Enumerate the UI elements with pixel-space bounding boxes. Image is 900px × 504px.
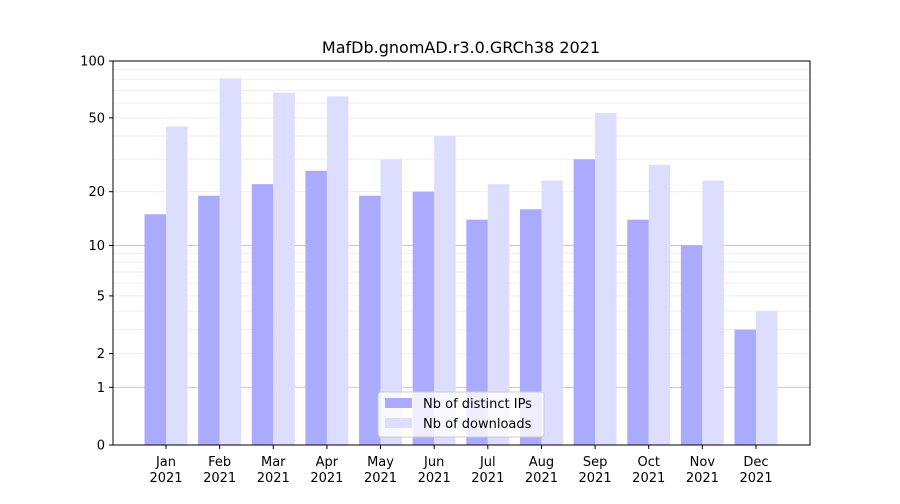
bar-distinct-ips: [680, 245, 703, 445]
bar-distinct-ips: [144, 214, 166, 445]
legend-label: Nb of distinct IPs: [423, 397, 532, 412]
x-tick-label: Feb 2021: [203, 455, 236, 486]
bar-downloads: [219, 78, 242, 446]
legend-label: Nb of downloads: [423, 417, 532, 432]
bar-distinct-ips: [573, 159, 596, 445]
bar-downloads: [648, 164, 671, 445]
legend-box: [377, 391, 545, 438]
bar-downloads: [434, 136, 456, 445]
bar-distinct-ips: [627, 219, 649, 445]
x-axis: Jan 2021 Feb 2021 Mar 2021 Apr 2021 May 2021 Jun 20…: [149, 445, 773, 486]
x-tick-label: Jul 2021: [471, 455, 504, 486]
y-tick-label: 2: [97, 347, 105, 362]
x-tick-label: Mar 2021: [257, 455, 290, 486]
x-tick-label: Oct 2021: [632, 455, 665, 486]
chart-title: MafDb.gnomAD.r3.0.GRCh38 2021: [322, 38, 600, 57]
bar-downloads: [487, 184, 510, 446]
x-tick-label: Nov 2021: [686, 455, 719, 486]
y-tick-label: 100: [80, 55, 105, 70]
bar-downloads: [380, 159, 403, 445]
bar-downloads: [273, 92, 295, 445]
y-tick-label: 50: [88, 111, 105, 126]
bar-downloads: [595, 113, 617, 445]
x-tick-label: Dec 2021: [739, 455, 772, 486]
y-tick-label: 0: [97, 439, 105, 454]
y-tick-label: 10: [88, 239, 105, 254]
bar-distinct-ips: [198, 195, 220, 445]
bar-distinct-ips: [305, 170, 327, 445]
bar-distinct-ips: [251, 184, 274, 446]
plot-frame: [112, 60, 811, 446]
bar-downloads: [702, 180, 724, 445]
y-axis: 0 1 2 5 10 20 50 100: [80, 55, 113, 454]
legend: Nb of distinct IPs Nb of downloads: [377, 391, 545, 438]
legend-swatch: [385, 398, 412, 408]
bars: [144, 78, 778, 446]
legend-swatch: [385, 418, 412, 428]
y-tick-label: 20: [88, 185, 105, 200]
x-tick-label: Apr 2021: [310, 455, 343, 486]
bar-distinct-ips: [359, 195, 381, 445]
x-tick-label: Jan 2021: [149, 455, 182, 486]
bar-distinct-ips: [734, 329, 756, 445]
bar-downloads: [326, 96, 349, 445]
y-tick-label: 1: [97, 381, 105, 396]
x-tick-label: Jun 2021: [418, 455, 451, 486]
bar-distinct-ips: [519, 209, 542, 445]
x-tick-label: May 2021: [364, 455, 397, 486]
bar-downloads: [166, 126, 188, 445]
bar-distinct-ips: [412, 191, 435, 445]
bar-downloads: [756, 311, 778, 445]
bar-downloads: [541, 180, 563, 445]
x-tick-label: Sep 2021: [579, 455, 612, 486]
y-tick-label: 5: [97, 289, 105, 304]
bar-distinct-ips: [466, 219, 488, 445]
x-tick-label: Aug 2021: [525, 455, 558, 486]
